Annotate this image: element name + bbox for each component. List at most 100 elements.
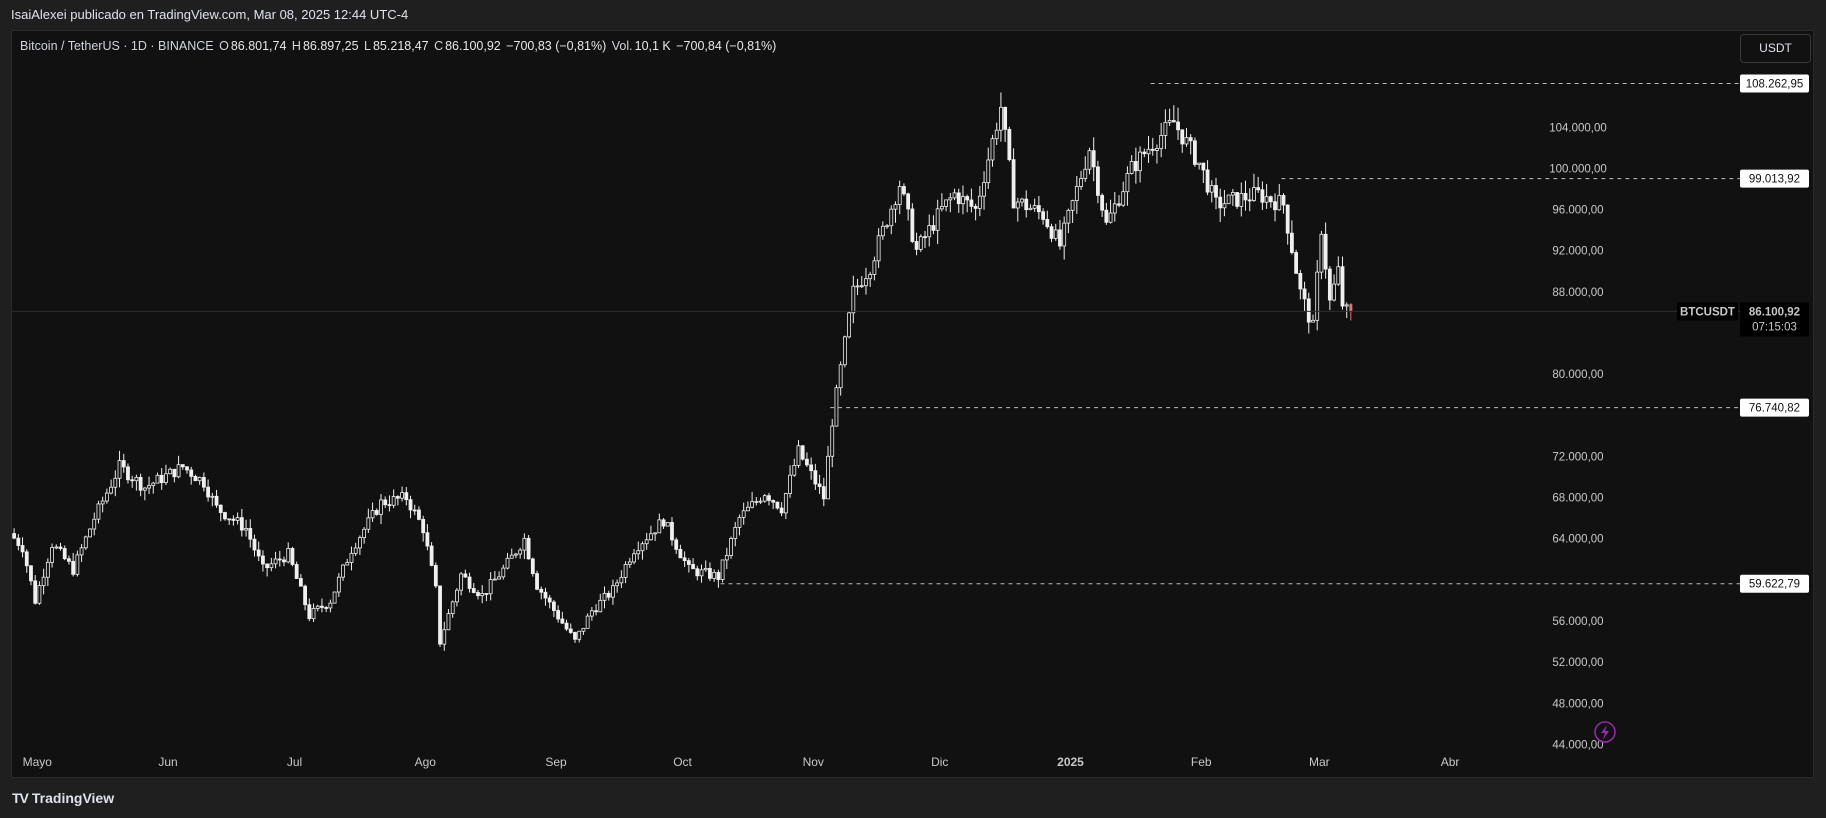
candle-body bbox=[286, 548, 291, 563]
candle-body bbox=[1087, 150, 1092, 170]
candle-body bbox=[12, 533, 17, 539]
candle-body bbox=[442, 629, 447, 645]
candle-body bbox=[96, 503, 101, 520]
candle-body bbox=[1277, 195, 1282, 211]
candle-body bbox=[1058, 229, 1062, 247]
candle-body bbox=[353, 547, 358, 554]
candle-body bbox=[1226, 194, 1231, 205]
candle-body bbox=[1273, 201, 1277, 211]
candle-body bbox=[1336, 266, 1341, 285]
candle-body bbox=[1176, 121, 1180, 131]
symbol-badge-label: BTCUSDT bbox=[1680, 306, 1735, 318]
candle-body bbox=[1260, 189, 1265, 203]
candle-body bbox=[880, 225, 885, 237]
candle-body bbox=[395, 496, 400, 499]
candle-body bbox=[686, 560, 691, 565]
last-candle-body bbox=[1349, 304, 1353, 312]
y-tick-label: 44.000,00 bbox=[1552, 739, 1603, 751]
candle-body bbox=[1020, 198, 1024, 203]
candle-body bbox=[598, 599, 603, 613]
candle-body bbox=[497, 576, 501, 580]
candle-body bbox=[573, 632, 577, 640]
candle-body bbox=[535, 573, 539, 590]
candle-body bbox=[1256, 187, 1261, 191]
candle-body bbox=[547, 597, 552, 603]
candle-body bbox=[1319, 233, 1324, 273]
candle-body bbox=[783, 493, 788, 514]
currency-button[interactable]: USDT bbox=[1740, 34, 1811, 63]
tradingview-logo-icon: TV bbox=[12, 790, 29, 806]
candle-body bbox=[33, 580, 38, 604]
symbol-name[interactable]: Bitcoin / TetherUS · 1D · BINANCE bbox=[20, 39, 214, 53]
candle-body bbox=[1247, 199, 1252, 202]
x-tick-label: Abr bbox=[1441, 755, 1460, 769]
candle-body bbox=[741, 510, 746, 518]
candle-body bbox=[682, 557, 687, 562]
candle-body bbox=[62, 548, 67, 560]
candle-body bbox=[438, 585, 442, 645]
candle-body bbox=[50, 547, 54, 563]
candle-body bbox=[779, 507, 784, 514]
candle-body bbox=[404, 492, 409, 501]
candle-body bbox=[1159, 135, 1164, 149]
candle-body bbox=[1096, 166, 1100, 196]
candle-body bbox=[92, 518, 97, 530]
symbol-legend: Bitcoin / TetherUS · 1D · BINANCE O 86.80… bbox=[20, 39, 778, 53]
candle-body bbox=[931, 225, 936, 231]
candle-body bbox=[1302, 288, 1307, 300]
candle-body bbox=[1074, 186, 1079, 201]
candle-body bbox=[117, 460, 122, 479]
candle-body bbox=[977, 195, 982, 209]
candle-body bbox=[345, 562, 350, 566]
candle-body bbox=[358, 537, 362, 549]
chart-pane[interactable] bbox=[11, 30, 1814, 778]
candle-body bbox=[467, 576, 472, 589]
symbol-badge bbox=[1677, 302, 1738, 321]
candle-body bbox=[1125, 173, 1130, 193]
level-price-tag bbox=[1740, 398, 1809, 417]
candle-body bbox=[918, 236, 923, 250]
candle-body bbox=[1311, 319, 1315, 323]
candle-body bbox=[134, 476, 139, 482]
lightning-icon[interactable] bbox=[1594, 721, 1616, 743]
level-price-tag bbox=[1740, 574, 1809, 593]
candle-body bbox=[564, 622, 569, 630]
low-value: 85.218,47 bbox=[372, 39, 429, 53]
candle-body bbox=[1315, 271, 1320, 321]
y-tick-label: 52.000,00 bbox=[1552, 657, 1603, 669]
candle-body bbox=[1235, 192, 1239, 207]
candle-body bbox=[961, 196, 965, 205]
candle-body bbox=[1344, 304, 1349, 307]
candle-body bbox=[973, 205, 978, 209]
candle-body bbox=[341, 564, 345, 578]
candle-body bbox=[657, 519, 662, 534]
candle-body bbox=[648, 533, 653, 541]
candle-body bbox=[218, 504, 223, 513]
candle-body bbox=[290, 548, 295, 565]
candle-body bbox=[838, 364, 843, 389]
candle-body bbox=[1281, 195, 1286, 206]
candle-body bbox=[282, 559, 286, 563]
candle-body bbox=[1188, 137, 1193, 142]
candle-body bbox=[851, 285, 856, 314]
candle-body bbox=[965, 196, 970, 201]
candle-body bbox=[990, 138, 995, 161]
candle-body bbox=[1041, 211, 1045, 220]
candle-body bbox=[636, 550, 641, 555]
candle-body bbox=[269, 563, 274, 569]
candle-body bbox=[653, 532, 658, 535]
candle-body bbox=[577, 630, 582, 640]
candle-body bbox=[939, 206, 944, 210]
candle-body bbox=[1011, 159, 1016, 209]
y-tick-label: 56.000,00 bbox=[1552, 616, 1603, 628]
brand[interactable]: TV TradingView bbox=[12, 790, 114, 806]
candle-body bbox=[872, 260, 877, 275]
candle-body bbox=[1294, 252, 1299, 274]
candle-body bbox=[75, 554, 80, 575]
candle-body bbox=[239, 517, 244, 531]
candle-body bbox=[1201, 162, 1206, 171]
candle-body bbox=[324, 607, 329, 609]
x-tick-label: Dic bbox=[931, 755, 948, 769]
candle-body bbox=[699, 569, 704, 577]
